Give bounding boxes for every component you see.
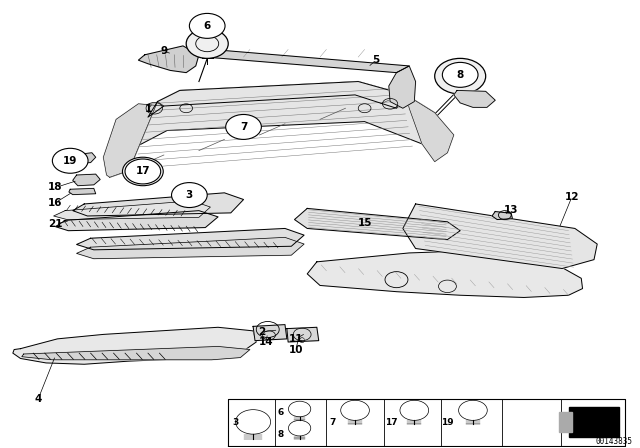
Polygon shape: [109, 82, 435, 177]
Text: 9: 9: [160, 46, 168, 56]
Text: 4: 4: [35, 393, 42, 404]
Polygon shape: [454, 90, 495, 108]
Circle shape: [172, 183, 207, 207]
Text: 13: 13: [504, 205, 518, 215]
Text: ○: ○: [299, 337, 305, 343]
Text: 17: 17: [136, 167, 150, 177]
Polygon shape: [54, 201, 211, 220]
Text: 8: 8: [456, 70, 464, 80]
Polygon shape: [492, 211, 513, 220]
Polygon shape: [406, 95, 454, 162]
Polygon shape: [138, 46, 199, 73]
Text: 7: 7: [240, 122, 247, 132]
Text: 16: 16: [48, 198, 63, 207]
Text: 18: 18: [48, 182, 63, 193]
Polygon shape: [77, 237, 304, 259]
Polygon shape: [228, 399, 625, 446]
Polygon shape: [56, 211, 218, 231]
Text: 5: 5: [372, 55, 380, 65]
Text: 10: 10: [289, 345, 303, 354]
Circle shape: [125, 159, 161, 184]
Text: 19: 19: [63, 156, 77, 166]
Text: 3: 3: [233, 418, 239, 426]
Polygon shape: [73, 193, 244, 216]
Circle shape: [52, 148, 88, 173]
Polygon shape: [307, 251, 582, 297]
Polygon shape: [403, 204, 597, 268]
Text: 2: 2: [258, 327, 265, 337]
Text: 1: 1: [145, 104, 152, 114]
Text: 7: 7: [330, 418, 336, 426]
Polygon shape: [568, 407, 620, 437]
Text: 12: 12: [564, 192, 579, 202]
Text: 6: 6: [204, 21, 211, 31]
Text: 17: 17: [385, 418, 397, 426]
Polygon shape: [559, 412, 572, 432]
Text: 19: 19: [441, 418, 454, 426]
Polygon shape: [69, 188, 96, 194]
Polygon shape: [77, 228, 304, 250]
Polygon shape: [287, 327, 319, 342]
Text: 00143835: 00143835: [595, 437, 632, 446]
Text: 11: 11: [289, 334, 303, 344]
Polygon shape: [73, 174, 100, 186]
Circle shape: [189, 13, 225, 39]
Polygon shape: [73, 153, 96, 164]
Text: 3: 3: [186, 190, 193, 200]
Polygon shape: [205, 49, 409, 73]
Circle shape: [435, 58, 486, 94]
Text: 21: 21: [48, 219, 63, 229]
Polygon shape: [253, 325, 287, 340]
Text: 6: 6: [277, 408, 284, 417]
Polygon shape: [294, 208, 460, 240]
Polygon shape: [103, 102, 164, 177]
Circle shape: [122, 157, 163, 186]
Polygon shape: [148, 82, 406, 117]
Polygon shape: [389, 66, 415, 108]
Text: 15: 15: [357, 218, 372, 228]
Circle shape: [186, 29, 228, 58]
Text: 8: 8: [277, 430, 284, 439]
Polygon shape: [13, 327, 256, 364]
Circle shape: [226, 115, 261, 139]
Polygon shape: [22, 346, 250, 360]
Circle shape: [442, 62, 478, 87]
Text: 14: 14: [259, 337, 273, 347]
